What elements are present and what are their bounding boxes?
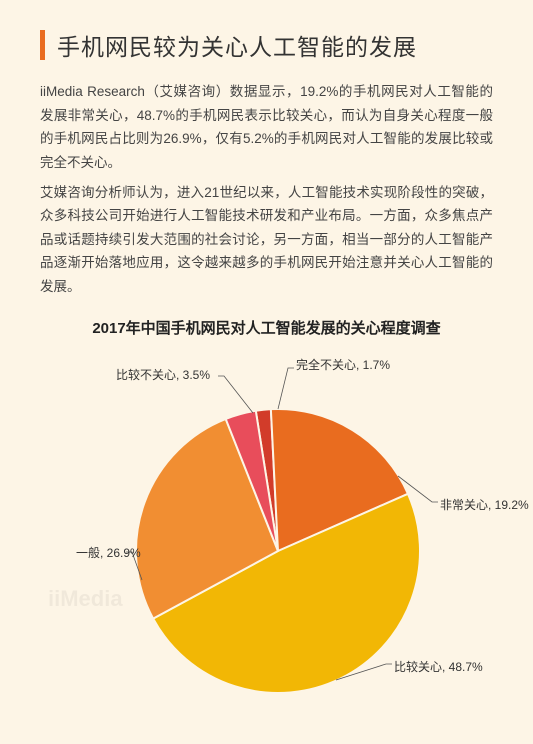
page-root: 手机网民较为关心人工智能的发展 iiMedia Research（艾媒咨询）数据… [0,0,533,706]
pie-slice-label: 非常关心, 19.2% [440,496,529,513]
title-row: 手机网民较为关心人工智能的发展 [40,28,493,62]
accent-bar [40,30,45,60]
pie-slice-label: 比较关心, 48.7% [394,658,483,675]
body-paragraph-2: 艾媒咨询分析师认为，进入21世纪以来，人工智能技术实现阶段性的突破，众多科技公司… [40,181,493,299]
page-title: 手机网民较为关心人工智能的发展 [57,28,417,62]
leader-line [278,368,294,409]
pie-svg [40,346,500,706]
chart-title: 2017年中国手机网民对人工智能发展的关心程度调查 [40,317,493,338]
pie-slice-label: 完全不关心, 1.7% [296,356,390,373]
body-paragraph-1: iiMedia Research（艾媒咨询）数据显示，19.2%的手机网民对人工… [40,80,493,175]
pie-chart: iiMedia 完全不关心, 1.7%非常关心, 19.2%比较关心, 48.7… [40,346,500,706]
pie-slice-label: 比较不关心, 3.5% [116,366,210,383]
leader-line [218,376,253,413]
pie-slice-label: 一般, 26.9% [76,544,141,561]
